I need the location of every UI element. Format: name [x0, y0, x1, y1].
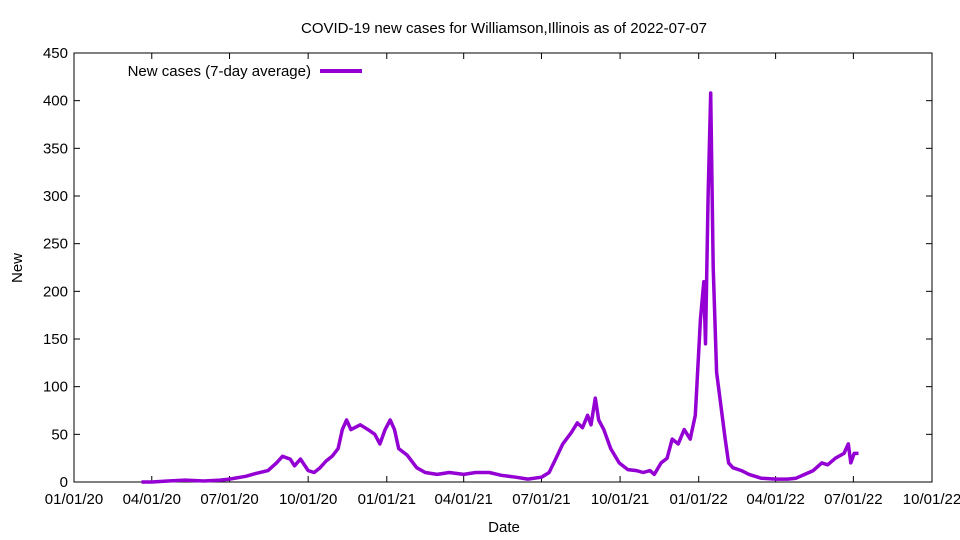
chart-title: COVID-19 new cases for Williamson,Illino… — [301, 20, 707, 37]
x-tick-label: 10/01/21 — [591, 491, 649, 508]
x-tick-label: 07/01/22 — [824, 491, 882, 508]
x-tick-label: 01/01/21 — [358, 491, 416, 508]
series-layer — [141, 91, 859, 484]
y-axis-label: New — [9, 253, 26, 283]
y-tick-label: 100 — [43, 379, 68, 396]
x-tick-label: 07/01/20 — [200, 491, 258, 508]
legend-label: New cases (7-day average) — [128, 63, 311, 80]
y-tick-label: 150 — [43, 331, 68, 348]
x-tick-label: 10/01/20 — [279, 491, 337, 508]
x-tick-label: 04/01/22 — [746, 491, 804, 508]
y-tick-label: 350 — [43, 140, 68, 157]
y-tick-label: 50 — [51, 426, 68, 443]
y-tick-label: 450 — [43, 45, 68, 62]
series-line — [141, 91, 859, 484]
x-tick-label: 04/01/21 — [434, 491, 492, 508]
x-tick-label: 01/01/20 — [45, 491, 103, 508]
x-tick-label: 07/01/21 — [512, 491, 570, 508]
y-axis: 0 50 100 150 200 250 300 350 400 450 — [43, 45, 932, 491]
plot-border — [73, 52, 933, 483]
y-tick-label: 250 — [43, 236, 68, 253]
x-tick-label: 04/01/20 — [123, 491, 181, 508]
y-tick-label: 200 — [43, 283, 68, 300]
x-tick-label: 10/01/22 — [903, 491, 960, 508]
x-axis: 01/01/20 04/01/20 07/01/20 10/01/20 01/01/21… — [45, 53, 960, 508]
y-tick-label: 0 — [60, 474, 68, 491]
y-tick-label: 300 — [43, 188, 68, 205]
x-tick-label: 01/01/22 — [670, 491, 728, 508]
y-tick-label: 400 — [43, 93, 68, 110]
x-axis-label: Date — [488, 519, 520, 536]
legend: New cases (7-day average) — [128, 63, 362, 80]
